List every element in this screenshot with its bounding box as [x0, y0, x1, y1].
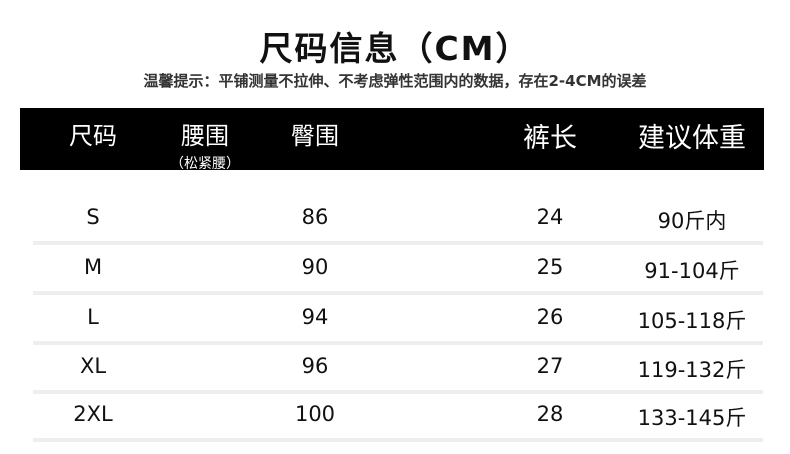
header-cell: 尺码	[69, 116, 117, 151]
table-row: M 90 25 91-104斤	[0, 243, 790, 293]
row-divider	[33, 291, 763, 295]
table-cell: 100	[294, 402, 336, 426]
row-divider	[33, 438, 763, 442]
header-cell: 臀围	[291, 116, 339, 151]
row-divider	[33, 341, 763, 345]
header-label: 尺码	[69, 122, 117, 150]
header-label: 建议体重	[638, 123, 746, 154]
row-divider	[33, 390, 763, 394]
header-label: 臀围	[291, 122, 339, 150]
table-cell: 28	[536, 402, 564, 426]
table-cell: 94	[301, 305, 329, 329]
table-cell: S	[86, 205, 100, 229]
header-label: 腰围	[181, 122, 229, 150]
header-cell: 建议体重	[638, 116, 746, 155]
table-cell: 24	[536, 205, 564, 229]
measurement-note: 温馨提示：平铺测量不拉伸、不考虑弹性范围内的数据，存在2-4CM的误差	[143, 72, 647, 90]
table-cell: 86	[301, 205, 329, 229]
table-cell: 27	[536, 354, 564, 378]
table-row: XL 96 27 119-132斤	[0, 342, 790, 392]
table-row: 2XL 100 28 133-145斤	[0, 390, 790, 440]
table-cell: 133-145斤	[637, 406, 747, 430]
table-cell: 2XL	[73, 402, 113, 426]
table-cell: 119-132斤	[637, 358, 747, 382]
header-cell: 腰围 （松紧腰）	[170, 116, 240, 173]
header-label: 裤长	[523, 123, 577, 154]
table-cell: 91-104斤	[644, 259, 740, 283]
table-cell: XL	[79, 354, 107, 378]
table-cell: 25	[536, 255, 564, 279]
table-row: L 94 26 105-118斤	[0, 293, 790, 343]
table-cell: 26	[536, 305, 564, 329]
table-cell: 90斤内	[657, 209, 727, 233]
chart-title: 尺码信息（CM）	[259, 29, 531, 68]
row-divider	[33, 241, 763, 245]
table-cell: L	[87, 305, 99, 329]
table-cell: 105-118斤	[637, 309, 747, 333]
table-header: 尺码 腰围 （松紧腰） 臀围 裤长 建议体重	[20, 108, 764, 173]
header-cell: 裤长	[523, 116, 577, 155]
table-cell: M	[83, 255, 103, 279]
table-cell: 96	[301, 354, 329, 378]
header-sublabel: （松紧腰）	[170, 156, 240, 172]
table-cell: 90	[301, 255, 329, 279]
table-row: S 86 24 90斤内	[0, 193, 790, 243]
